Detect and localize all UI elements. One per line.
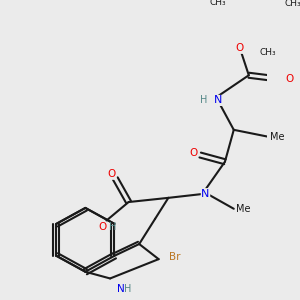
Text: CH₃: CH₃: [209, 0, 226, 7]
Text: N: N: [117, 284, 125, 293]
Text: Br: Br: [169, 253, 180, 262]
Text: O: O: [108, 169, 116, 179]
Text: H: H: [200, 95, 207, 105]
Text: CH₃: CH₃: [260, 48, 277, 57]
Text: N: N: [214, 95, 222, 105]
Text: O: O: [285, 74, 294, 84]
Text: O: O: [236, 44, 244, 53]
Text: N: N: [201, 189, 210, 199]
Text: H: H: [109, 222, 116, 232]
Text: CH₃: CH₃: [284, 0, 300, 8]
Text: O: O: [189, 148, 197, 158]
Text: O: O: [98, 222, 106, 232]
Text: H: H: [124, 284, 132, 293]
Text: Me: Me: [236, 204, 251, 214]
Text: Me: Me: [270, 131, 284, 142]
